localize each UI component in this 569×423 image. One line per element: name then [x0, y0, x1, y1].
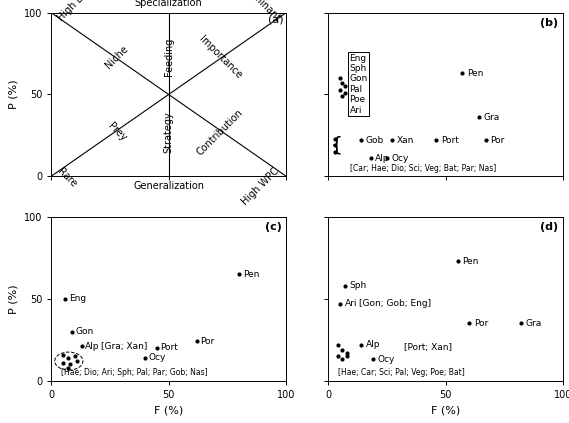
Text: Gon: Gon	[76, 327, 94, 336]
Text: Por: Por	[490, 136, 505, 145]
Text: Prey: Prey	[106, 121, 128, 143]
Text: [Port; Xan]: [Port; Xan]	[403, 343, 452, 352]
Text: Ari: Ari	[345, 299, 357, 308]
Text: Alp: Alp	[376, 154, 390, 163]
Text: Port: Port	[160, 343, 178, 352]
Text: Rare: Rare	[56, 166, 79, 189]
Text: Ocy: Ocy	[149, 353, 166, 363]
Text: [Hae; Car; Sci; Pal; Veg; Poe; Bat]: [Hae; Car; Sci; Pal; Veg; Poe; Bat]	[338, 368, 464, 377]
Text: Eng: Eng	[69, 294, 86, 303]
Text: Pen: Pen	[462, 257, 479, 266]
Text: Port: Port	[441, 136, 459, 145]
Text: (a): (a)	[268, 14, 284, 25]
Text: High WPC: High WPC	[241, 166, 282, 207]
Text: {: {	[331, 136, 343, 155]
X-axis label: F (%): F (%)	[154, 405, 183, 415]
Text: Ocy: Ocy	[378, 355, 395, 364]
Text: Eng
Sph
Gon
Pal
Poe
Ari: Eng Sph Gon Pal Poe Ari	[349, 54, 368, 115]
Text: Generalization: Generalization	[133, 181, 204, 191]
Text: Feeding: Feeding	[164, 38, 174, 76]
Text: [Car; Hae; Dio; Sci; Veg; Bat; Par; Nas]: [Car; Hae; Dio; Sci; Veg; Bat; Par; Nas]	[349, 164, 496, 173]
Text: Ocy: Ocy	[392, 154, 409, 163]
Text: Dominant: Dominant	[240, 0, 282, 23]
Text: Alp: Alp	[85, 342, 100, 351]
Text: Xan: Xan	[397, 136, 414, 145]
Text: Niche: Niche	[104, 44, 130, 70]
Text: Por: Por	[200, 337, 215, 346]
Text: [Hae; Dio; Ari; Sph; Pal; Par; Gob; Nas]: [Hae; Dio; Ari; Sph; Pal; Par; Gob; Nas]	[61, 368, 207, 377]
Text: (b): (b)	[541, 18, 559, 27]
Y-axis label: P (%): P (%)	[9, 80, 18, 109]
Text: Pen: Pen	[467, 69, 484, 78]
Text: Gra: Gra	[526, 319, 542, 328]
Text: Specialization: Specialization	[135, 0, 203, 8]
Text: (d): (d)	[541, 222, 559, 232]
Text: Por: Por	[474, 319, 488, 328]
Text: Alp: Alp	[366, 340, 381, 349]
Text: [Gon; Gob; Eng]: [Gon; Gob; Eng]	[359, 299, 431, 308]
Text: Contribution: Contribution	[195, 107, 245, 157]
Text: Strategy: Strategy	[164, 111, 174, 153]
X-axis label: F (%): F (%)	[431, 405, 460, 415]
Text: (c): (c)	[265, 222, 282, 232]
Text: Sph: Sph	[349, 281, 367, 290]
Text: Gob: Gob	[366, 136, 384, 145]
Text: Gra: Gra	[484, 113, 500, 122]
Text: Pen: Pen	[242, 270, 259, 279]
Text: High BPC: High BPC	[56, 0, 95, 23]
Text: [Gra; Xan]: [Gra; Xan]	[101, 342, 147, 351]
Y-axis label: P (%): P (%)	[9, 284, 18, 314]
Text: Importance: Importance	[197, 33, 244, 80]
